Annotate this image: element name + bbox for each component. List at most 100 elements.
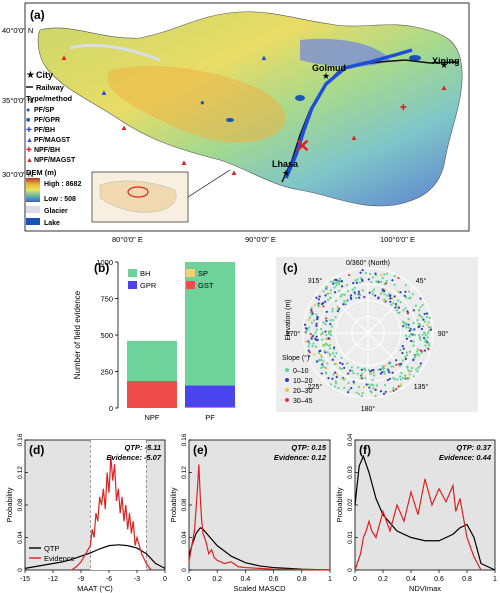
polar-point	[324, 330, 327, 333]
polar-point	[329, 334, 333, 337]
city-label-xining: Xining	[432, 56, 460, 66]
polar-point	[351, 288, 354, 291]
polar-point	[361, 269, 364, 272]
polar-point	[350, 386, 353, 390]
density-panel-label: (f)	[359, 443, 371, 457]
polar-point	[322, 321, 325, 324]
polar-point	[352, 372, 355, 375]
legend-glacier: Glacier	[44, 208, 68, 215]
polar-point	[405, 326, 408, 329]
legend-dem-low: Low : 508	[44, 196, 76, 203]
polar-point	[332, 346, 336, 349]
density-line-qtp	[188, 526, 331, 571]
polar-point	[426, 332, 429, 335]
polar-point	[417, 354, 420, 357]
polar-ylabel: Elevation (m)	[285, 299, 292, 340]
density-y-tick-label: 0.08	[17, 498, 24, 511]
density-annotation: Evidence: 0.44	[439, 453, 492, 462]
polar-point	[384, 282, 388, 285]
polar-point	[412, 344, 415, 347]
bar-y-tick-label: 250	[100, 368, 113, 377]
density-y-tick-label: 0.16	[181, 433, 188, 446]
polar-point	[392, 389, 395, 392]
polar-point	[417, 325, 420, 329]
polar-point	[383, 372, 386, 375]
polar-point	[332, 282, 335, 285]
city-star: ★	[440, 60, 448, 70]
polar-point	[420, 351, 423, 355]
polar-point	[310, 337, 313, 340]
polar-point	[311, 335, 314, 338]
polar-point	[406, 311, 409, 315]
polar-point	[326, 351, 329, 354]
polar-point	[375, 280, 378, 283]
polar-point	[369, 272, 372, 276]
polar-point	[408, 373, 411, 376]
polar-point	[354, 279, 357, 282]
npf-marker: ▲	[350, 133, 358, 142]
polar-legend-swatch	[285, 368, 289, 372]
polar-point	[388, 371, 391, 374]
density-plot-frame	[188, 439, 331, 571]
legend-item: PF/SP	[34, 107, 55, 114]
polar-point	[343, 386, 346, 389]
polar-point	[329, 280, 332, 283]
polar-point	[399, 375, 402, 378]
polar-point	[322, 305, 325, 308]
polar-legend-label: 20–30	[293, 388, 313, 395]
polar-point	[348, 273, 351, 277]
polar-legend-title: Slope (°)	[282, 354, 309, 362]
bar-chart-panel: (b) Number of field evidence 0 250 500 750 1…	[73, 258, 235, 422]
polar-point	[428, 316, 431, 319]
polar-point	[429, 326, 432, 329]
polar-point	[325, 310, 328, 313]
polar-point	[389, 297, 392, 300]
polar-point	[418, 365, 421, 368]
legend-glacier-swatch	[26, 206, 40, 213]
bar-legend-label: GST	[198, 281, 214, 290]
polar-point	[426, 323, 429, 327]
polar-point	[404, 307, 407, 310]
polar-point	[381, 367, 385, 370]
map-panel: (a) ▲ ▲ ▲ ▲ ✚ ▲ ▲ ▲ ● ▲ ✕ ★ Golmu	[2, 2, 470, 244]
polar-point	[413, 333, 416, 337]
polar-point	[347, 372, 350, 375]
polar-point	[319, 349, 322, 352]
polar-point	[333, 355, 337, 358]
qaidam-basin	[300, 38, 390, 67]
polar-point	[329, 319, 332, 322]
legend-city: City	[36, 70, 53, 80]
city-label-golmud: Golmud	[312, 63, 346, 73]
polar-point	[371, 293, 374, 296]
polar-point	[334, 382, 338, 385]
polar-point	[377, 368, 380, 371]
polar-point	[343, 302, 346, 305]
polar-point	[337, 387, 340, 390]
polar-angle-label: 180°	[361, 405, 376, 413]
polar-point	[304, 327, 308, 330]
polar-point	[393, 295, 396, 298]
polar-point	[334, 316, 337, 319]
polar-point	[389, 390, 392, 393]
polar-point	[402, 347, 405, 350]
density-xlabel: Scaled MASCD	[233, 584, 286, 593]
polar-point	[311, 345, 314, 348]
polar-point	[325, 317, 328, 320]
density-line-evidence	[71, 456, 152, 571]
polar-point	[320, 327, 323, 331]
density-x-tick-label: 0	[353, 576, 357, 583]
polar-point	[304, 331, 307, 334]
polar-point	[324, 322, 327, 326]
polar-point	[334, 278, 337, 281]
polar-point	[400, 383, 403, 386]
polar-point	[326, 298, 330, 302]
density-x-tick-label: 0.4	[241, 576, 251, 583]
polar-point	[340, 280, 344, 283]
polar-point	[315, 328, 318, 331]
polar-point	[335, 376, 338, 379]
density-x-tick-label: 0.8	[462, 576, 472, 583]
polar-point	[383, 289, 386, 293]
density-legend-label: QTP	[44, 544, 59, 553]
density-ylabel: Probability	[169, 487, 178, 522]
polar-point	[368, 372, 372, 375]
